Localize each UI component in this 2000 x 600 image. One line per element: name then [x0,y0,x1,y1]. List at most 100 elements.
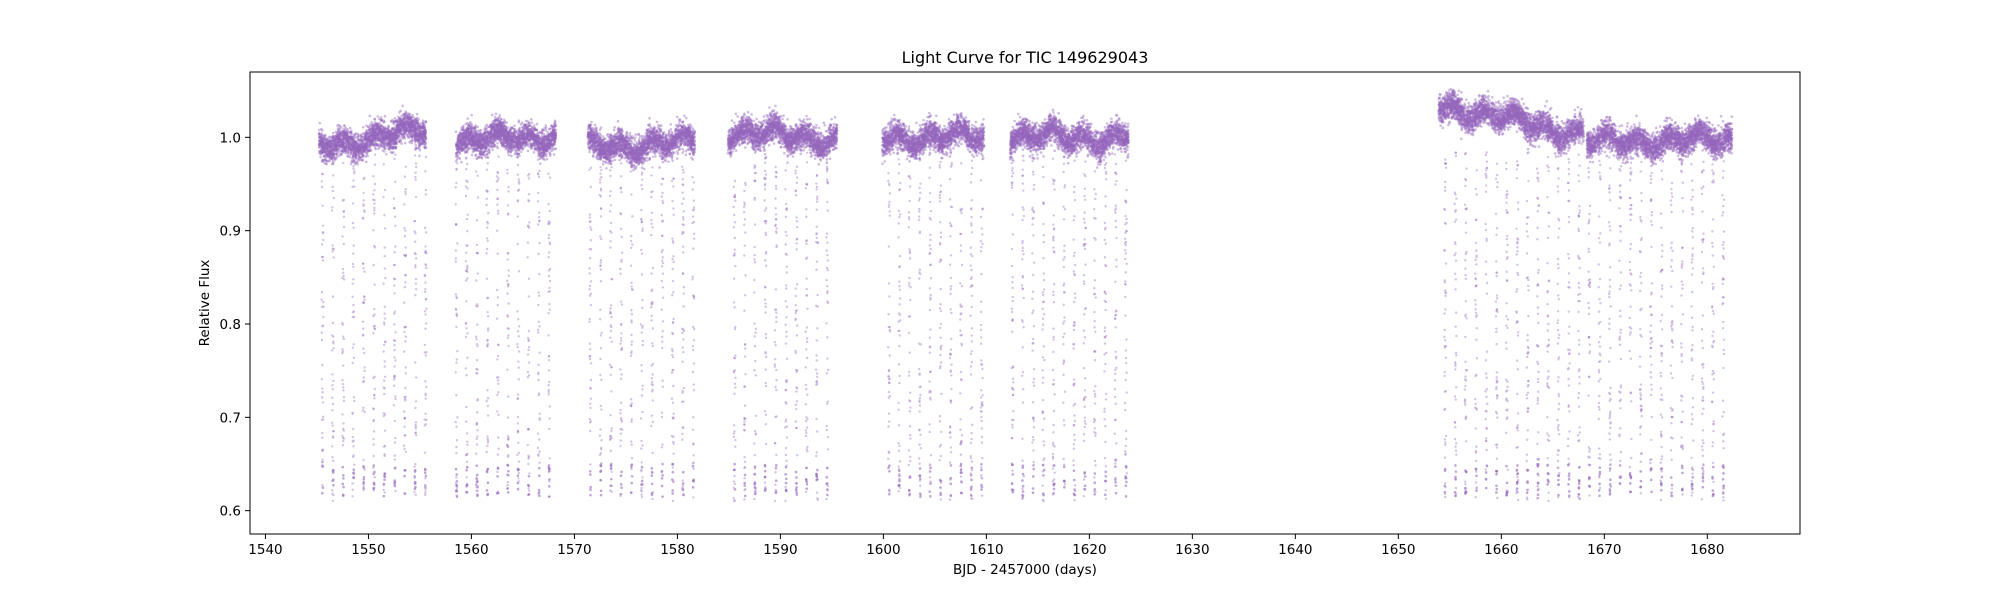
flux-point [502,124,505,127]
flux-point [377,131,380,134]
flux-point [332,430,334,432]
flux-point [322,301,324,303]
flux-point [424,413,426,415]
flux-point [411,136,414,139]
flux-point [483,140,486,143]
flux-point [362,487,365,490]
flux-point [413,230,415,232]
flux-point [391,140,394,143]
flux-point [382,350,384,352]
flux-point [398,134,401,137]
flux-point [460,145,463,148]
flux-point [414,241,416,243]
flux-point [424,313,426,315]
flux-point [334,143,337,146]
flux-point [342,477,345,480]
flux-point [384,491,386,493]
flux-point [413,466,415,468]
flux-point [374,246,376,248]
flux-point [454,203,456,205]
flux-point [401,137,404,140]
flux-point [415,257,417,259]
flux-point [331,489,333,491]
flux-point [394,245,396,247]
flux-point [424,274,426,276]
flux-point [536,140,539,143]
flux-point [367,126,370,129]
flux-point [321,129,324,132]
flux-point [424,484,427,487]
flux-point [320,137,323,140]
flux-point [383,445,385,447]
flux-point [416,113,419,116]
flux-point [363,177,365,179]
flux-point [383,495,386,498]
flux-point [362,192,364,194]
flux-point [456,162,458,164]
flux-point [456,297,458,299]
flux-point [404,246,406,248]
flux-point [420,133,423,136]
flux-point [331,409,333,411]
flux-point [405,336,407,338]
flux-point [467,131,470,134]
flux-point [319,156,322,159]
flux-point [466,332,468,334]
flux-point [384,476,387,479]
flux-point [352,140,355,143]
flux-point [390,144,393,147]
flux-point [410,129,413,132]
flux-point [343,400,345,402]
flux-point [373,408,375,410]
flux-point [363,270,365,272]
flux-point [459,135,462,138]
flux-point [404,235,406,237]
flux-point [394,139,397,142]
flux-point [408,127,411,130]
flux-point [372,193,374,195]
flux-point [321,419,323,421]
flux-point [507,133,510,136]
flux-point [332,478,335,481]
flux-point [499,140,502,143]
flux-point [342,162,344,164]
flux-point [321,158,323,160]
flux-point [353,396,355,398]
flux-point [362,407,364,409]
flux-point [552,128,555,131]
flux-point [363,138,366,141]
flux-point [407,124,410,127]
flux-point [520,131,523,134]
flux-point [352,311,354,313]
flux-point [345,139,348,142]
flux-point [417,141,420,144]
flux-point [532,138,535,141]
flux-point [536,123,539,126]
flux-point [332,190,334,192]
flux-point [341,235,343,237]
flux-point [383,483,386,486]
flux-point [413,491,415,493]
flux-point [520,143,523,146]
flux-point [352,472,355,475]
flux-point [510,155,513,158]
flux-point [415,146,418,149]
flux-point [550,150,553,153]
flux-point [403,434,405,436]
flux-point [404,129,407,132]
flux-point [322,256,324,258]
flux-point [492,145,495,148]
flux-point [530,118,533,121]
flux-point [481,149,484,152]
flux-point [424,489,426,491]
flux-point [373,419,375,421]
flux-point [460,126,463,129]
flux-point [342,324,344,326]
flux-point [331,206,333,208]
flux-point [357,145,360,148]
flux-point [464,142,467,145]
flux-point [532,135,535,138]
flux-point [414,171,416,173]
flux-point [502,129,505,132]
flux-point [342,444,344,446]
